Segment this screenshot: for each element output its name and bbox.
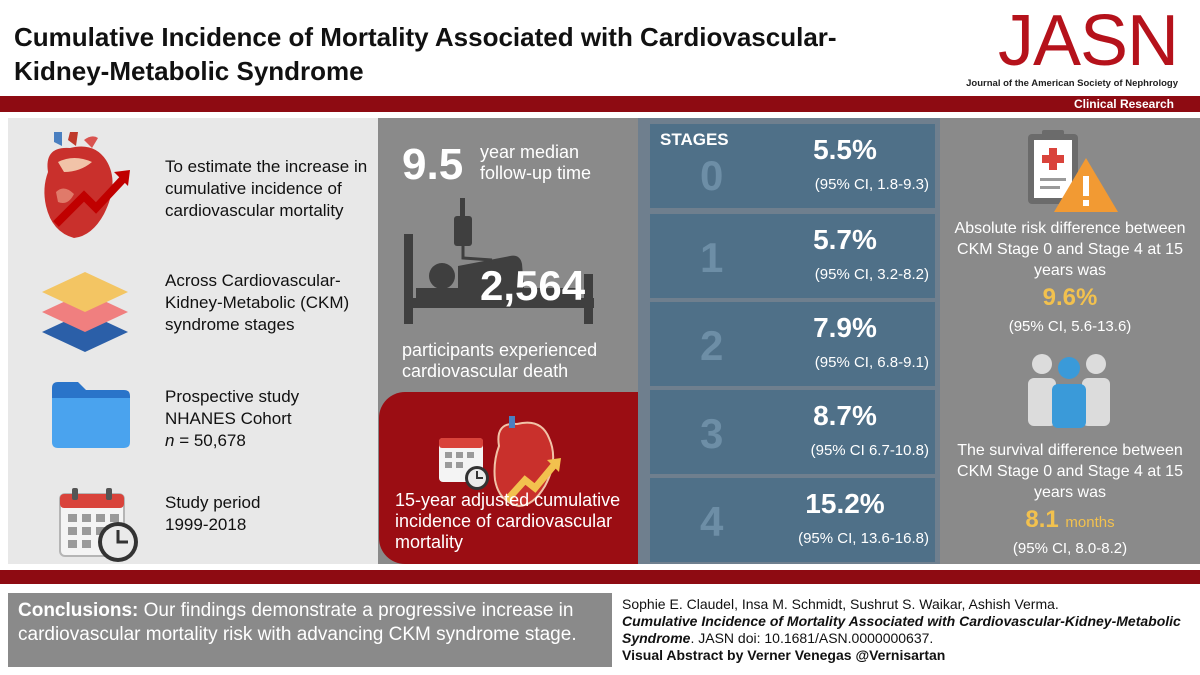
clipboard-warning-icon	[1028, 130, 1118, 212]
stage-number: 4	[700, 498, 724, 545]
participants-value: 2,564	[480, 262, 586, 309]
incidence-card: 15-year adjusted cumulative incidence of…	[379, 392, 638, 564]
people-group-icon	[1028, 354, 1110, 428]
stage-percent: 15.2%	[805, 488, 885, 519]
citation-credit: Visual Abstract by Verner Venegas @Verni…	[622, 647, 946, 663]
stage-card: 3 8.7% (95% CI 6.7-10.8)	[650, 390, 935, 474]
stage-percent: 7.9%	[813, 312, 877, 343]
top-band: Clinical Research	[0, 96, 1200, 112]
stage-ci: (95% CI 6.7-10.8)	[810, 442, 929, 459]
sample-size-value: = 50,678	[174, 431, 246, 450]
survival-value-line: 8.1 months	[940, 506, 1200, 534]
followup-value: 9.5	[402, 140, 464, 189]
section-label: Clinical Research	[1073, 97, 1174, 111]
scope-text: Across Cardiovascular-Kidney-Metabolic (…	[165, 271, 350, 334]
survival-text: The survival difference between CKM Stag…	[957, 442, 1183, 501]
sample-size: n = 50,678	[165, 430, 375, 452]
period-text: Study period 1999-2018	[165, 492, 375, 536]
period-line-1: Study period	[165, 493, 261, 512]
stage-ci: (95% CI, 3.2-8.2)	[814, 266, 929, 283]
stage-percent: 5.5%	[813, 134, 877, 165]
design-line-2: NHANES Cohort	[165, 409, 292, 428]
stage-percent: 8.7%	[813, 400, 877, 431]
stages-panel: STAGES 0 5.5% (95% CI, 1.8-9.3) 1 5.7% (…	[638, 118, 940, 564]
survival-ci: (95% CI, 8.0-8.2)	[1012, 540, 1128, 557]
risk-text: Absolute risk difference between CKM Sta…	[954, 220, 1186, 279]
calendar-clock-icon	[59, 488, 138, 562]
citation-title-line: Cumulative Incidence of Mortality Associ…	[622, 613, 1192, 647]
stages-label: STAGES	[660, 130, 729, 149]
stage-ci: (95% CI, 13.6-16.8)	[798, 530, 929, 547]
page-title: Cumulative Incidence of Mortality Associ…	[14, 22, 837, 86]
jasn-logo: JASN Journal of the American Society of …	[958, 1, 1179, 89]
stage-card: 1 5.7% (95% CI, 3.2-8.2)	[650, 214, 935, 298]
conclusion-box: Conclusions: Our findings demonstrate a …	[8, 593, 612, 667]
right-panel: Absolute risk difference between CKM Sta…	[940, 118, 1200, 564]
hospital-bed-icon	[404, 198, 594, 324]
conclusion-text: Our findings demonstrate a progressive i…	[18, 600, 577, 645]
participants-label: participants experienced cardiovascular …	[402, 340, 598, 381]
risk-ci: (95% CI, 5.6-13.6)	[1008, 318, 1132, 335]
citation-article-title: Cumulative Incidence of Mortality Associ…	[622, 613, 1181, 646]
heart-rising-arrow-icon	[44, 132, 130, 238]
logo-subtitle: Journal of the American Society of Nephr…	[966, 78, 1178, 89]
citation-authors: Sophie E. Claudel, Insa M. Schmidt, Sush…	[622, 596, 1059, 612]
layers-icon	[42, 272, 128, 352]
design-text: Prospective study NHANES Cohort n = 50,6…	[165, 386, 375, 452]
objective-text: To estimate the increase in cumulative i…	[165, 157, 368, 220]
citation-doi: . JASN doi: 10.1681/ASN.0000000637.	[690, 630, 934, 646]
stage-percent: 5.7%	[813, 224, 877, 255]
period-line-2: 1999-2018	[165, 515, 247, 534]
stage-card: 2 7.9% (95% CI, 6.8-9.1)	[650, 302, 935, 386]
folder-icon	[52, 382, 130, 448]
incidence-label: 15-year adjusted cumulative incidence of…	[395, 490, 621, 552]
bottom-band	[0, 570, 1200, 584]
design-line-1: Prospective study	[165, 387, 300, 406]
sample-size-label: n	[165, 431, 175, 450]
stage-ci: (95% CI, 1.8-9.3)	[814, 176, 929, 193]
logo-text: JASN	[997, 1, 1179, 81]
survival-unit: months	[1065, 514, 1115, 531]
stage-number: 1	[700, 234, 724, 281]
citation: Sophie E. Claudel, Insa M. Schmidt, Sush…	[622, 596, 1192, 664]
stage-card: STAGES 0 5.5% (95% CI, 1.8-9.3)	[650, 124, 935, 208]
stage-card: 4 15.2% (95% CI, 13.6-16.8)	[650, 478, 935, 562]
left-panel: To estimate the increase in cumulative i…	[8, 118, 378, 564]
risk-value: 9.6%	[1042, 284, 1098, 311]
followup-label: year median follow-up time	[480, 142, 592, 183]
stage-ci: (95% CI, 6.8-9.1)	[814, 354, 929, 371]
survival-value: 8.1	[1025, 506, 1059, 533]
conclusion-label: Conclusions:	[18, 600, 139, 621]
stage-number: 2	[700, 322, 724, 369]
stage-number: 0	[700, 152, 724, 199]
stage-number: 3	[700, 410, 724, 457]
calendar-heart-arrow-icon	[439, 416, 561, 508]
